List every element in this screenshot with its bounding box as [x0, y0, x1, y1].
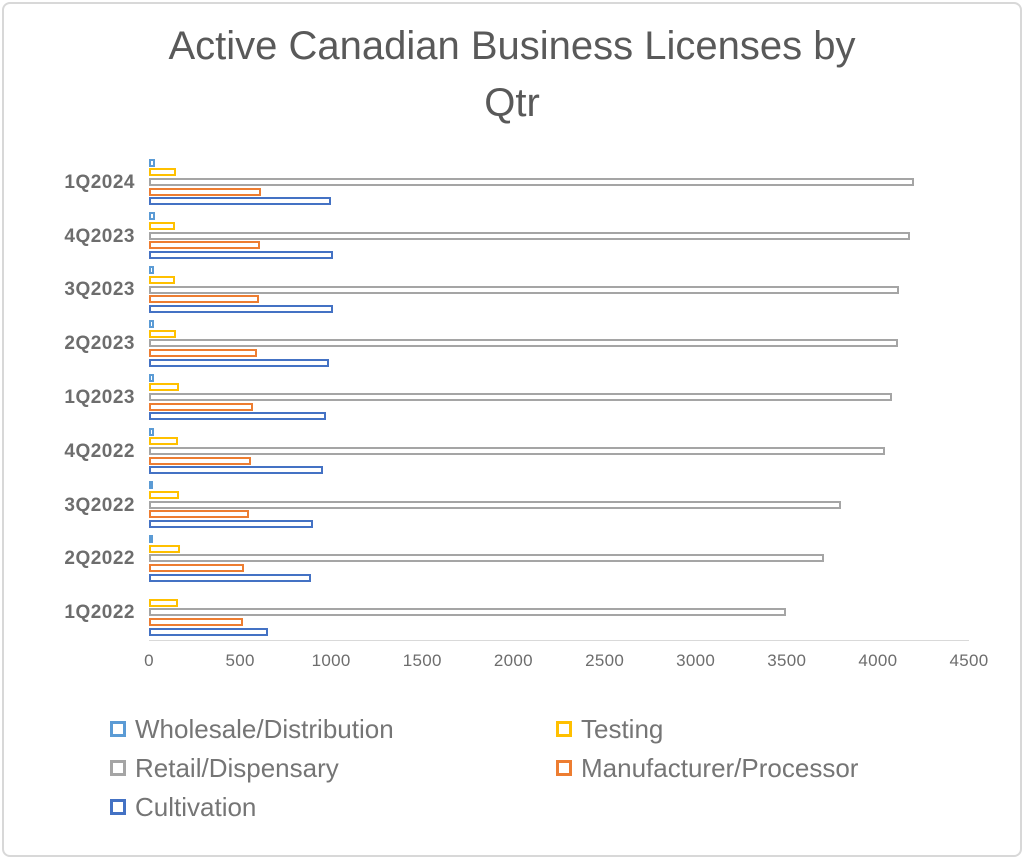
category-label: 1Q2023: [64, 387, 135, 409]
x-tick-label: 1000: [311, 651, 351, 670]
x-tick-label: 2000: [493, 651, 533, 670]
legend-label: Manufacturer/Processor: [581, 752, 859, 783]
bar-retail-dispensary: [149, 231, 910, 240]
bar-retail-dispensary: [149, 554, 825, 563]
legend-item-wholesale-distribution: Wholesale/Distribution: [110, 709, 556, 748]
bar-retail-dispensary: [149, 446, 886, 455]
chart-title-line2: Qtr: [484, 81, 540, 125]
category-label: 2Q2022: [64, 548, 135, 570]
legend-label: Retail/Dispensary: [135, 752, 339, 783]
category-label: 1Q2024: [64, 171, 135, 193]
category-label: 2Q2023: [64, 333, 135, 355]
x-tick-label: 500: [225, 651, 255, 670]
category-label: 4Q2022: [64, 440, 135, 462]
bar-group: 1Q2024: [64, 156, 969, 210]
bar-testing: [149, 329, 177, 338]
plot-area: 1Q2024 4Q2023 3Q2023 2Q2023 1Q2023 4Q2022 3Q20…: [64, 156, 969, 641]
bar-manufacturer-processor: [149, 456, 251, 465]
bar-wholesale-distribution: [149, 319, 154, 328]
legend-swatch-icon: [110, 759, 126, 776]
x-tick-label: 2500: [585, 651, 625, 670]
legend-swatch-icon: [556, 720, 572, 737]
category-label: 1Q2022: [64, 602, 135, 624]
bar-wholesale-distribution: [149, 427, 154, 436]
x-tick-label: 3500: [767, 651, 807, 670]
bar-group: 4Q2022: [64, 425, 969, 479]
bar-testing: [149, 275, 176, 284]
chart-title-line1: Active Canadian Business Licenses by: [168, 24, 856, 68]
bar-cultivation: [149, 412, 326, 421]
bar-testing: [149, 598, 179, 607]
category-label: 3Q2022: [64, 494, 135, 516]
bar-cultivation: [149, 573, 312, 582]
bar-cultivation: [149, 197, 332, 206]
bar-retail-dispensary: [149, 339, 898, 348]
bar-wholesale-distribution: [149, 373, 154, 382]
legend: Wholesale/Distribution Testing Retail/Disp…: [110, 709, 970, 826]
x-tick-label: 4000: [858, 651, 898, 670]
legend-item-testing: Testing: [556, 709, 970, 748]
x-tick-label: 1500: [402, 651, 442, 670]
chart-title: Active Canadian Business Licenses by Qtr: [4, 18, 1020, 132]
bar-manufacturer-processor: [149, 617, 243, 626]
bar-wholesale-distribution: [149, 212, 155, 221]
bar-retail-dispensary: [149, 285, 899, 294]
bar-group: 1Q2022: [64, 586, 969, 640]
bar-wholesale-distribution: [149, 266, 154, 275]
bar-testing: [149, 222, 175, 231]
bar-testing: [149, 168, 177, 177]
bar-wholesale-distribution: [149, 535, 153, 544]
bar-manufacturer-processor: [149, 510, 250, 519]
bar-manufacturer-processor: [149, 187, 262, 196]
legend-label: Wholesale/Distribution: [135, 713, 394, 744]
legend-item-retail-dispensary: Retail/Dispensary: [110, 748, 556, 787]
x-tick-label: 3000: [676, 651, 716, 670]
bar-testing: [149, 544, 180, 553]
x-tick-label: 0: [144, 651, 154, 670]
legend-label: Testing: [581, 713, 664, 744]
bar-retail-dispensary: [149, 177, 915, 186]
bar-testing: [149, 383, 180, 392]
legend-swatch-icon: [110, 720, 126, 737]
bar-cultivation: [149, 358, 330, 367]
bar-cultivation: [149, 520, 313, 529]
x-axis: 0 500 1000 1500 2000 2500 3000 3500 4000 4500: [144, 651, 988, 675]
bar-manufacturer-processor: [149, 241, 261, 250]
bar-manufacturer-processor: [149, 402, 253, 411]
x-tick-label: 4500: [949, 651, 989, 670]
bar-wholesale-distribution: [149, 158, 155, 167]
category-label: 4Q2023: [64, 225, 135, 247]
bar-retail-dispensary: [149, 393, 892, 402]
bar-cultivation: [149, 466, 323, 475]
bar-group: 3Q2022: [64, 479, 969, 533]
bar-manufacturer-processor: [149, 564, 244, 573]
bar-testing: [149, 490, 180, 499]
bar-group: 3Q2023: [64, 264, 969, 318]
legend-item-manufacturer-processor: Manufacturer/Processor: [556, 748, 970, 787]
bar-wholesale-distribution: [149, 481, 153, 490]
category-label: 3Q2023: [64, 279, 135, 301]
bar-group: 1Q2023: [64, 371, 969, 425]
bar-group: 2Q2022: [64, 532, 969, 586]
bar-cultivation: [149, 251, 333, 260]
bar-cultivation: [149, 627, 269, 636]
legend-swatch-icon: [110, 798, 126, 815]
bar-retail-dispensary: [149, 608, 786, 617]
bar-group: 2Q2023: [64, 317, 969, 371]
bar-manufacturer-processor: [149, 295, 260, 304]
legend-swatch-icon: [556, 759, 572, 776]
bar-retail-dispensary: [149, 500, 842, 509]
legend-label: Cultivation: [135, 791, 257, 822]
bar-testing: [149, 437, 179, 446]
legend-item-cultivation: Cultivation: [110, 787, 556, 826]
bar-cultivation: [149, 304, 333, 313]
bar-group: 4Q2023: [64, 210, 969, 264]
bar-manufacturer-processor: [149, 349, 258, 357]
